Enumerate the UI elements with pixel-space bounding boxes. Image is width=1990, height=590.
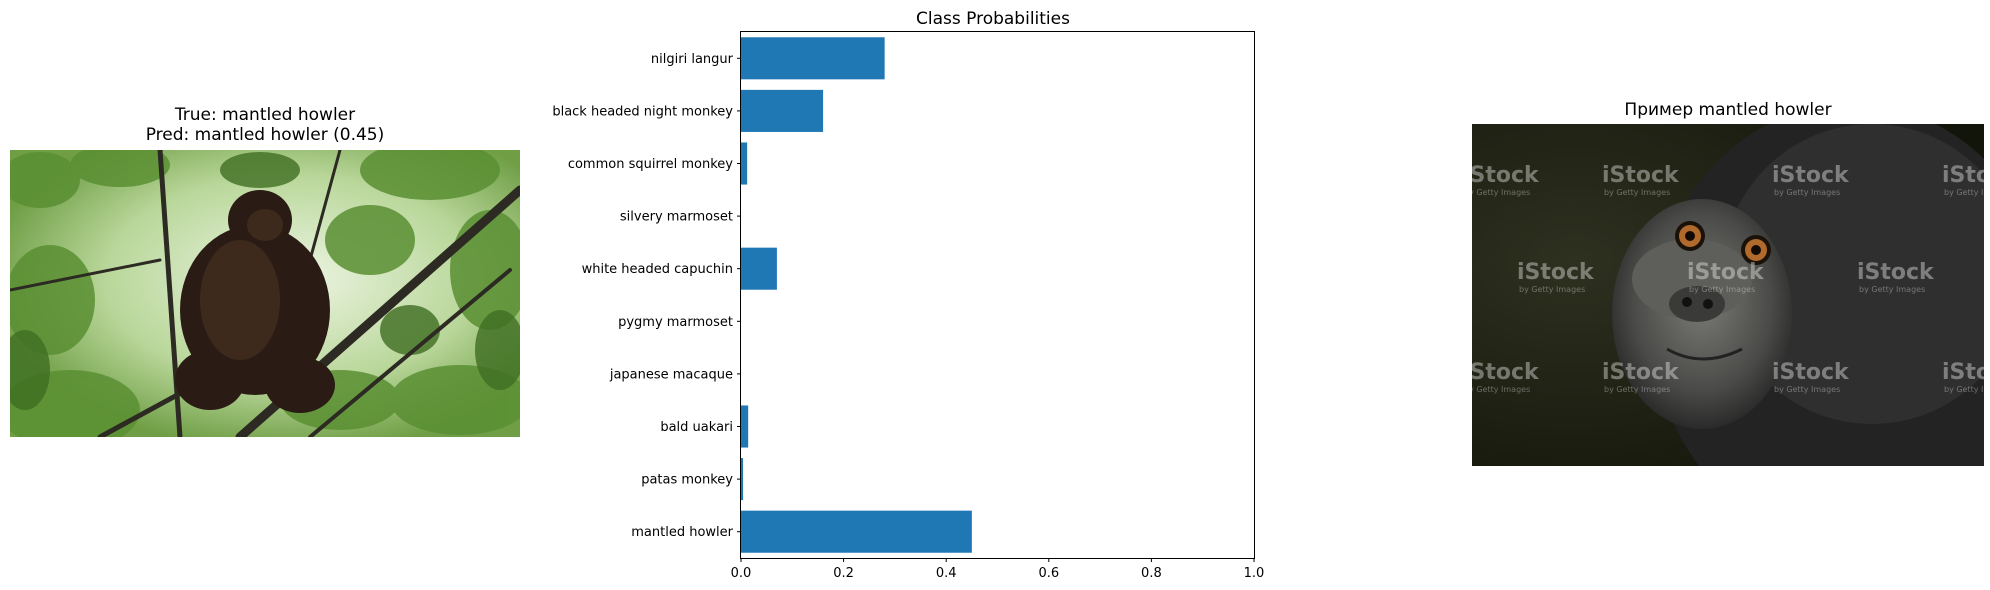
y-tick-label: japanese macaque (609, 367, 733, 382)
example-title: Пример mantled howler (1624, 100, 1832, 120)
y-tick-label: bald uakari (660, 420, 733, 435)
svg-text:by Getty Images: by Getty Images (1604, 385, 1670, 394)
x-tick-label: 0.8 (1141, 566, 1162, 581)
bar-white-headed-capuchin (741, 247, 777, 290)
svg-text:by Getty Images: by Getty Images (1774, 188, 1840, 197)
svg-text:iStock: iStock (1687, 260, 1765, 285)
y-tick-label: patas monkey (641, 473, 733, 488)
y-tick-label: white headed capuchin (582, 262, 733, 277)
svg-text:iStock: iStock (1857, 260, 1935, 285)
y-tick-label: nilgiri langur (651, 52, 734, 67)
x-ticks: 0.0 0.2 0.4 0.6 0.8 1.0 (731, 558, 1265, 581)
y-tick-label: black headed night monkey (552, 104, 733, 119)
x-tick-label: 0.4 (936, 566, 957, 581)
svg-text:by Getty Images: by Getty Images (1774, 385, 1840, 394)
svg-text:by Getty Images: by Getty Images (1944, 385, 1984, 394)
true-label: True: mantled howler (174, 105, 356, 125)
plot-frame (740, 31, 1255, 559)
svg-text:iStock: iStock (1942, 360, 1984, 385)
x-tick-label: 0.0 (731, 566, 752, 581)
svg-text:iStock: iStock (1602, 163, 1680, 188)
x-tick-label: 1.0 (1244, 566, 1265, 581)
bar-patas-monkey (741, 458, 744, 501)
svg-text:by Getty Images: by Getty Images (1604, 188, 1670, 197)
svg-text:by Getty Images: by Getty Images (1859, 285, 1925, 294)
svg-text:by Getty Images: by Getty Images (1519, 285, 1585, 294)
svg-text:iStock: iStock (1772, 163, 1850, 188)
svg-text:iStock: iStock (1472, 360, 1540, 385)
svg-text:iStock: iStock (1942, 163, 1984, 188)
bar-nilgiri-langur (741, 37, 885, 80)
bar-common-squirrel-monkey (741, 142, 748, 185)
svg-text:iStock: iStock (1472, 163, 1540, 188)
svg-text:by Getty Images: by Getty Images (1472, 188, 1530, 197)
svg-text:by Getty Images: by Getty Images (1689, 285, 1755, 294)
x-tick-label: 0.2 (833, 566, 854, 581)
chart-title: Class Probabilities (916, 9, 1070, 29)
query-title: True: mantled howler Pred: mantled howle… (10, 105, 520, 145)
y-tick-label: mantled howler (631, 525, 733, 540)
svg-text:iStock: iStock (1602, 360, 1680, 385)
y-tick-label: silvery marmoset (620, 210, 733, 225)
svg-text:by Getty Images: by Getty Images (1472, 385, 1530, 394)
bars-layer (741, 37, 972, 553)
bar-bald-uakari (741, 405, 749, 448)
bar-black-headed-night-monkey (741, 89, 824, 132)
query-image (10, 150, 520, 437)
svg-text:iStock: iStock (1517, 260, 1595, 285)
bar-mantled-howler (741, 510, 972, 553)
x-tick-label: 0.6 (1038, 566, 1059, 581)
monkey-in-tree-photo (10, 150, 520, 437)
svg-text:by Getty Images: by Getty Images (1944, 188, 1984, 197)
y-tick-label: common squirrel monkey (568, 157, 733, 172)
y-tick-label: pygmy marmoset (618, 315, 733, 330)
svg-text:iStock: iStock (1772, 360, 1850, 385)
y-ticks: nilgiri langur black headed night monkey c… (552, 52, 741, 540)
pred-label: Pred: mantled howler (0.45) (145, 125, 385, 145)
